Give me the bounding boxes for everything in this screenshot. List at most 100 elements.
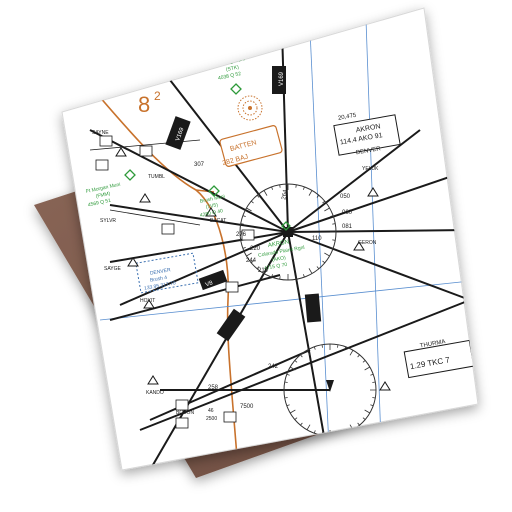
compass-tick [313,430,316,434]
field-2-elev: 4280 Q 40 [199,208,223,219]
compass-tick [362,360,366,363]
compass-tick [349,349,354,356]
compass-tick [242,215,246,217]
compass-tick [357,354,360,358]
compass-tick [370,373,374,376]
compass-tick [306,424,311,431]
mileage-boxes [95,135,255,429]
mileage-2500: 46 [208,408,214,414]
fix-yeluk: YELUK [362,166,379,172]
airway-shield-label-3: V8 [205,280,215,288]
compass-tick [306,349,311,356]
compass-tick [316,194,320,198]
blue-box-line1: DENVER [150,267,172,277]
compass-tick [372,397,376,399]
compass-tick [337,432,339,436]
compass-tick [308,268,313,274]
radial-081: 081 [342,224,353,230]
field-1-code: (STK) [225,64,239,73]
fix-geron: GERON [358,240,377,246]
batten-ndb-box [219,125,283,167]
fix-kando: KANDO [146,390,164,396]
ndb-symbol [237,95,263,121]
radial-264: 264 [281,189,289,201]
compass-tick [242,247,246,249]
compass-tick [303,274,305,278]
compass-tick [330,247,334,249]
compass-tick [284,397,288,399]
compass-tick [337,344,339,348]
blue-box-line2: Brush 4 [150,275,168,284]
mileage-258: 7500 [240,404,254,410]
compass-tick [289,409,296,414]
compass-tick [300,422,303,426]
field-3-elev: 4569 Q 51 [87,198,111,209]
compass-tick [263,268,268,274]
mileage-242: 242 [268,364,279,370]
compass-tick [322,260,326,264]
fix-bacat: BACAT [210,218,226,224]
fix-hoyit: HOYIT [140,298,155,304]
fix-sayge: SAYGE [104,266,122,272]
field-3-code: (FMM) [95,191,111,200]
compass-tick [279,276,281,280]
compass-tick [246,252,252,257]
airway-shields [165,66,322,342]
compass-tick [330,215,334,217]
compass-tick [324,252,330,257]
chart-content [79,19,478,470]
compass-tick [362,417,366,420]
compass-tick [279,184,281,188]
radial-307: 307 [194,162,205,168]
radial-110: 110 [312,236,322,242]
compass-tick [303,186,305,190]
radial-219: 219 [258,268,269,274]
frequency-dashed-box [135,252,199,294]
compass-tick [256,194,260,198]
compass-tick [284,381,288,383]
fix-sylvr: SYLVR [100,218,116,224]
compass-tick [246,207,252,212]
airport-name: AKRON [268,239,290,249]
airway-routes [89,29,471,470]
mileage-274: 258 [208,385,219,391]
field-1-elev: 4038 Q 52 [218,71,242,82]
compass-tick [263,190,268,196]
akron-sub: DENVER [356,146,382,156]
compass-tick [256,266,260,270]
blue-box-line3: 133.95 317.70 [144,280,177,291]
akron-frequency-box [333,114,401,156]
field-2-name: Brush Muni [199,194,225,205]
compass-tick [271,274,273,278]
radial-244: 244 [246,258,257,264]
compass-tick [322,200,326,204]
mileage-7500: 2500 [206,416,217,422]
compass-tick [324,207,330,212]
airport-code: (AKO) [272,255,287,263]
compass-tick [294,417,298,420]
compass-tick [250,200,254,204]
mora-value: 8 [138,92,150,117]
akron-top-value: 20,475 [338,113,358,122]
airport-symbol [124,83,291,231]
compass-tick [344,430,347,434]
compass-tick [372,381,376,383]
compass-tick [286,404,290,407]
compass-tick [344,346,347,350]
compass-tick [250,260,254,264]
fix-sayne: SAYNE [92,130,109,136]
compass-tick [271,186,273,190]
fix-thurma: THURMA [420,339,446,349]
compass-tick [316,266,320,270]
airway-shield-label-2: V169 [279,71,285,86]
compass-tick [321,344,323,348]
airway-shield-label-1: V169 [175,126,186,142]
radial-276: 276 [236,232,247,238]
mora-superscript: 2 [154,89,161,103]
compass-tick [321,432,323,436]
compass-tick [370,404,374,407]
compass-tick [313,346,316,350]
compass-tick [332,239,336,241]
